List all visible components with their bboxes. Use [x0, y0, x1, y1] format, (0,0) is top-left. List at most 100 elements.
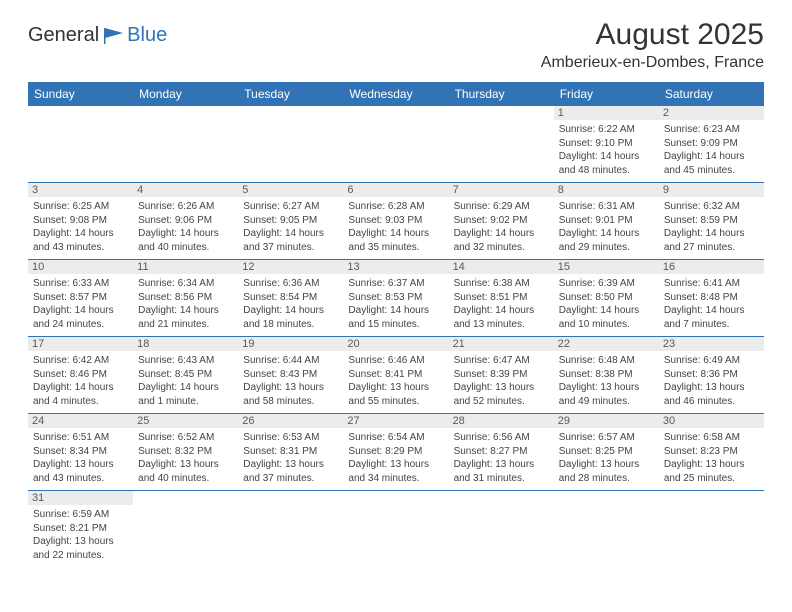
dl1-text: Daylight: 14 hours — [664, 227, 759, 241]
dl1-text: Daylight: 14 hours — [243, 304, 338, 318]
dl1-text: Daylight: 14 hours — [348, 304, 443, 318]
day-number: 3 — [28, 183, 133, 197]
day-cell: 18Sunrise: 6:43 AMSunset: 8:45 PMDayligh… — [133, 337, 238, 414]
day-number: 21 — [449, 337, 554, 351]
day-number: 22 — [554, 337, 659, 351]
day-number: 13 — [343, 260, 448, 274]
dl2-text: and 49 minutes. — [559, 395, 654, 409]
week-row: 3Sunrise: 6:25 AMSunset: 9:08 PMDaylight… — [28, 183, 764, 260]
day-cell — [343, 106, 448, 183]
sunrise-text: Sunrise: 6:25 AM — [33, 200, 128, 214]
day-cell — [659, 491, 764, 568]
day-header: Sunday — [28, 82, 133, 106]
day-cell: 7Sunrise: 6:29 AMSunset: 9:02 PMDaylight… — [449, 183, 554, 260]
dl2-text: and 52 minutes. — [454, 395, 549, 409]
dl1-text: Daylight: 14 hours — [33, 381, 128, 395]
day-cell: 27Sunrise: 6:54 AMSunset: 8:29 PMDayligh… — [343, 414, 448, 491]
sunset-text: Sunset: 8:59 PM — [664, 214, 759, 228]
dl1-text: Daylight: 13 hours — [559, 458, 654, 472]
day-cell: 21Sunrise: 6:47 AMSunset: 8:39 PMDayligh… — [449, 337, 554, 414]
day-cell: 19Sunrise: 6:44 AMSunset: 8:43 PMDayligh… — [238, 337, 343, 414]
day-cell — [133, 106, 238, 183]
dl1-text: Daylight: 13 hours — [664, 458, 759, 472]
dl2-text: and 28 minutes. — [559, 472, 654, 486]
day-number: 7 — [449, 183, 554, 197]
week-row: 1 Sunrise: 6:22 AMSunset: 9:10 PMDaylight… — [28, 106, 764, 183]
day-cell — [133, 491, 238, 568]
dl1-text: Daylight: 14 hours — [559, 150, 654, 164]
day-number: 16 — [659, 260, 764, 274]
sunset-text: Sunset: 8:56 PM — [138, 291, 233, 305]
dl2-text: and 48 minutes. — [559, 164, 654, 178]
day-number: 23 — [659, 337, 764, 351]
day-number: 8 — [554, 183, 659, 197]
day-cell: 30Sunrise: 6:58 AMSunset: 8:23 PMDayligh… — [659, 414, 764, 491]
sunset-text: Sunset: 8:39 PM — [454, 368, 549, 382]
dl1-text: Daylight: 14 hours — [664, 304, 759, 318]
dl2-text: and 15 minutes. — [348, 318, 443, 332]
day-number: 10 — [28, 260, 133, 274]
dl2-text: and 22 minutes. — [33, 549, 128, 563]
dl1-text: Daylight: 14 hours — [243, 227, 338, 241]
sunset-text: Sunset: 9:05 PM — [243, 214, 338, 228]
day-number: 24 — [28, 414, 133, 428]
day-cell: 28Sunrise: 6:56 AMSunset: 8:27 PMDayligh… — [449, 414, 554, 491]
dl2-text: and 40 minutes. — [138, 241, 233, 255]
sunset-text: Sunset: 9:03 PM — [348, 214, 443, 228]
sunrise-text: Sunrise: 6:26 AM — [138, 200, 233, 214]
dl1-text: Daylight: 14 hours — [138, 381, 233, 395]
sunrise-text: Sunrise: 6:22 AM — [559, 123, 654, 137]
sunset-text: Sunset: 8:41 PM — [348, 368, 443, 382]
day-number: 12 — [238, 260, 343, 274]
sunrise-text: Sunrise: 6:37 AM — [348, 277, 443, 291]
day-cell: 17Sunrise: 6:42 AMSunset: 8:46 PMDayligh… — [28, 337, 133, 414]
sunset-text: Sunset: 9:10 PM — [559, 137, 654, 151]
sunrise-text: Sunrise: 6:34 AM — [138, 277, 233, 291]
day-number: 17 — [28, 337, 133, 351]
day-cell: 15Sunrise: 6:39 AMSunset: 8:50 PMDayligh… — [554, 260, 659, 337]
header: General Blue August 2025 Amberieux-en-Do… — [28, 18, 764, 72]
day-cell: 16Sunrise: 6:41 AMSunset: 8:48 PMDayligh… — [659, 260, 764, 337]
day-number: 30 — [659, 414, 764, 428]
dl1-text: Daylight: 13 hours — [33, 535, 128, 549]
sunset-text: Sunset: 8:57 PM — [33, 291, 128, 305]
day-cell — [28, 106, 133, 183]
sunset-text: Sunset: 8:36 PM — [664, 368, 759, 382]
sunrise-text: Sunrise: 6:29 AM — [454, 200, 549, 214]
dl2-text: and 43 minutes. — [33, 241, 128, 255]
dl1-text: Daylight: 13 hours — [348, 458, 443, 472]
sunset-text: Sunset: 8:43 PM — [243, 368, 338, 382]
dl2-text: and 58 minutes. — [243, 395, 338, 409]
day-cell: 10Sunrise: 6:33 AMSunset: 8:57 PMDayligh… — [28, 260, 133, 337]
dl1-text: Daylight: 14 hours — [138, 304, 233, 318]
sunrise-text: Sunrise: 6:27 AM — [243, 200, 338, 214]
sunrise-text: Sunrise: 6:47 AM — [454, 354, 549, 368]
dl2-text: and 31 minutes. — [454, 472, 549, 486]
dl2-text: and 24 minutes. — [33, 318, 128, 332]
sunrise-text: Sunrise: 6:42 AM — [33, 354, 128, 368]
dl2-text: and 21 minutes. — [138, 318, 233, 332]
sunrise-text: Sunrise: 6:39 AM — [559, 277, 654, 291]
sunset-text: Sunset: 8:48 PM — [664, 291, 759, 305]
day-cell — [238, 106, 343, 183]
day-cell — [449, 491, 554, 568]
day-number: 1 — [554, 106, 659, 120]
sunset-text: Sunset: 8:54 PM — [243, 291, 338, 305]
day-cell: 9Sunrise: 6:32 AMSunset: 8:59 PMDaylight… — [659, 183, 764, 260]
calendar-body: 1Sunrise: 6:22 AMSunset: 9:10 PMDaylight… — [28, 106, 764, 567]
sunrise-text: Sunrise: 6:33 AM — [33, 277, 128, 291]
day-number: 18 — [133, 337, 238, 351]
dl1-text: Daylight: 13 hours — [454, 458, 549, 472]
dl2-text: and 40 minutes. — [138, 472, 233, 486]
dl2-text: and 25 minutes. — [664, 472, 759, 486]
week-row: 31Sunrise: 6:59 AMSunset: 8:21 PMDayligh… — [28, 491, 764, 568]
dl2-text: and 4 minutes. — [33, 395, 128, 409]
dl1-text: Daylight: 14 hours — [33, 227, 128, 241]
day-header: Monday — [133, 82, 238, 106]
day-cell: 8Sunrise: 6:31 AMSunset: 9:01 PMDaylight… — [554, 183, 659, 260]
sunrise-text: Sunrise: 6:57 AM — [559, 431, 654, 445]
week-row: 24Sunrise: 6:51 AMSunset: 8:34 PMDayligh… — [28, 414, 764, 491]
day-cell: 6Sunrise: 6:28 AMSunset: 9:03 PMDaylight… — [343, 183, 448, 260]
day-header: Saturday — [659, 82, 764, 106]
sunset-text: Sunset: 8:53 PM — [348, 291, 443, 305]
